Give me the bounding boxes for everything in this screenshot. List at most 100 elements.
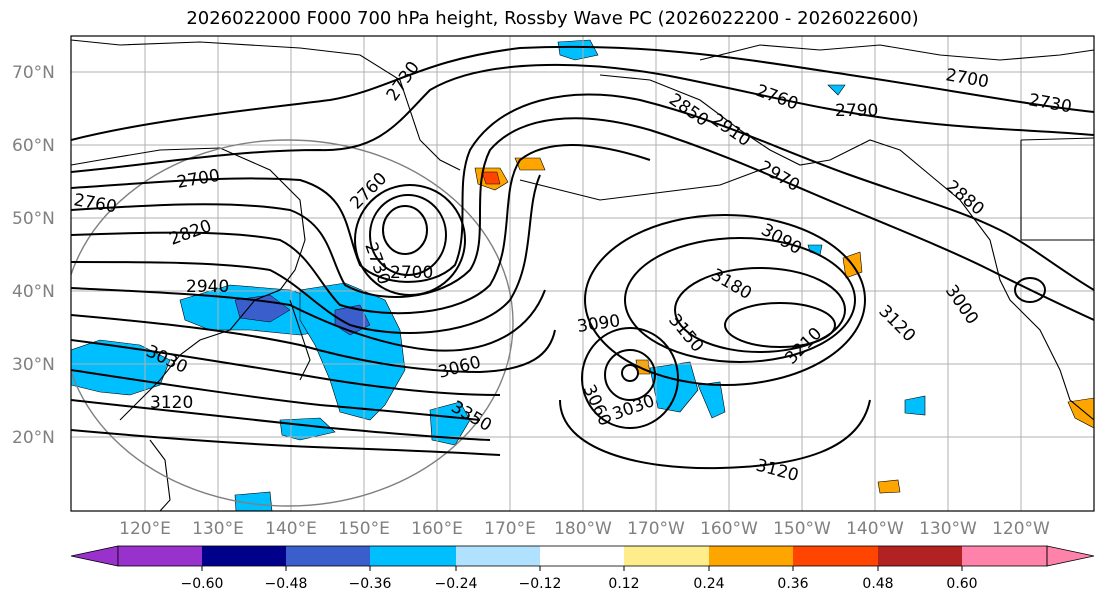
lat-label-40n: 40°N — [12, 282, 55, 302]
contour-line — [71, 45, 1094, 141]
lon-label: 150°W — [773, 519, 831, 539]
contour-line — [584, 214, 866, 386]
contour-line — [354, 184, 466, 296]
contour-line — [559, 399, 871, 470]
lon-label: 120°E — [119, 519, 171, 539]
colorbar-segment — [624, 546, 709, 566]
anomaly-region — [481, 171, 501, 185]
coastline — [519, 169, 761, 201]
lat-label-30n: 30°N — [12, 355, 55, 375]
anomaly-region — [234, 491, 273, 511]
colorbar-segment — [286, 546, 370, 566]
contour-label: 2700 — [390, 263, 433, 283]
anomaly-region — [557, 39, 599, 61]
contour-label: 2790 — [835, 101, 878, 121]
contour-line — [71, 314, 556, 374]
contour-line — [1014, 277, 1046, 303]
colorbar-segment — [456, 546, 540, 566]
lon-label: 130°E — [192, 519, 244, 539]
contour-line — [624, 237, 856, 363]
lon-label: 180°W — [554, 519, 612, 539]
contour-line — [71, 287, 546, 352]
anomaly-region — [429, 401, 471, 446]
lon-label: 140°E — [265, 519, 317, 539]
coastlines — [71, 39, 1094, 511]
height-contours — [71, 45, 1094, 470]
anomaly-region — [1067, 397, 1094, 429]
colorbar-tick-label: 0.60 — [946, 576, 977, 592]
contour-line — [621, 364, 639, 382]
lon-label: 150°E — [338, 519, 390, 539]
contour-line — [604, 349, 656, 401]
coastline — [699, 44, 1094, 61]
colorbar-segment — [118, 546, 202, 566]
colorbar-tick-label: 0.24 — [693, 576, 724, 592]
contour-line — [581, 327, 679, 429]
coastline — [599, 74, 1094, 421]
colorbar-tick-label: −0.60 — [181, 576, 224, 592]
lon-label: 160°E — [411, 519, 463, 539]
colorbar-segment — [962, 546, 1047, 566]
colorbar-min-extend — [70, 545, 119, 567]
colorbar-segment — [202, 546, 286, 566]
contour-line — [71, 93, 1094, 291]
contour-line — [71, 399, 491, 441]
contour-line — [71, 369, 481, 421]
contour-label: 3120 — [150, 393, 193, 413]
colorbar-tick-labels: −0.60 −0.48 −0.36 −0.24 −0.12 0.12 0.24 … — [181, 576, 978, 592]
latitude-labels: 70°N 60°N 50°N 40°N 30°N 20°N — [12, 63, 55, 448]
lat-label-50n: 50°N — [12, 209, 55, 229]
reference-circle — [71, 139, 514, 507]
contour-line — [71, 117, 1094, 321]
lat-label-60n: 60°N — [12, 136, 55, 156]
colorbar-segment — [709, 546, 793, 566]
contour-label: 2940 — [186, 277, 229, 297]
lon-label: 160°W — [700, 519, 758, 539]
contour-line — [71, 339, 501, 396]
lon-label: 140°W — [846, 519, 904, 539]
coastline — [289, 299, 311, 381]
map-title: 2026022000 F000 700 hPa height, Rossby W… — [186, 8, 919, 29]
contour-line — [724, 302, 836, 348]
anomaly-region — [649, 361, 699, 413]
colorbar-tick-label: −0.24 — [435, 576, 478, 592]
contour-line — [71, 174, 541, 334]
contour-line — [674, 267, 846, 353]
colorbar-segment — [370, 546, 456, 566]
colorbar-tick-label: −0.36 — [349, 576, 392, 592]
colorbar-tick-label: 0.12 — [608, 576, 639, 592]
colorbar: −0.60 −0.48 −0.36 −0.24 −0.12 0.12 0.24 … — [70, 545, 1095, 592]
contour-line — [71, 429, 501, 456]
anomaly-region — [904, 395, 926, 416]
colorbar-tick-label: −0.48 — [265, 576, 308, 592]
contour-line — [71, 63, 1094, 173]
anomaly-region — [827, 84, 846, 96]
longitude-labels: 120°E 130°E 140°E 150°E 160°E 170°E 180°… — [119, 519, 1050, 539]
lat-label-20n: 20°N — [12, 428, 55, 448]
lon-label: 170°E — [484, 519, 536, 539]
contour-line — [71, 144, 651, 315]
contour-line — [382, 205, 428, 255]
coastline — [149, 439, 171, 511]
coastline — [1020, 137, 1094, 141]
colorbar-segment — [540, 546, 624, 566]
anomaly-region — [877, 479, 901, 494]
lon-label: 170°W — [627, 519, 685, 539]
coastline — [71, 39, 461, 171]
colorbar-segment — [793, 546, 878, 566]
colorbar-ticks — [201, 566, 963, 571]
lon-label: 130°W — [919, 519, 977, 539]
anomaly-region — [697, 381, 726, 419]
colorbar-segment — [878, 546, 962, 566]
contour-line — [369, 194, 447, 276]
coastline — [1020, 140, 1094, 241]
colorbar-tick-label: 0.36 — [777, 576, 808, 592]
colorbar-max-extend — [1046, 545, 1095, 567]
lat-label-70n: 70°N — [12, 63, 55, 83]
colorbar-border — [117, 545, 1048, 567]
map-border — [70, 35, 1095, 512]
lon-label: 120°W — [992, 519, 1050, 539]
colorbar-tick-label: 0.48 — [862, 576, 893, 592]
colorbar-tick-label: −0.12 — [519, 576, 562, 592]
